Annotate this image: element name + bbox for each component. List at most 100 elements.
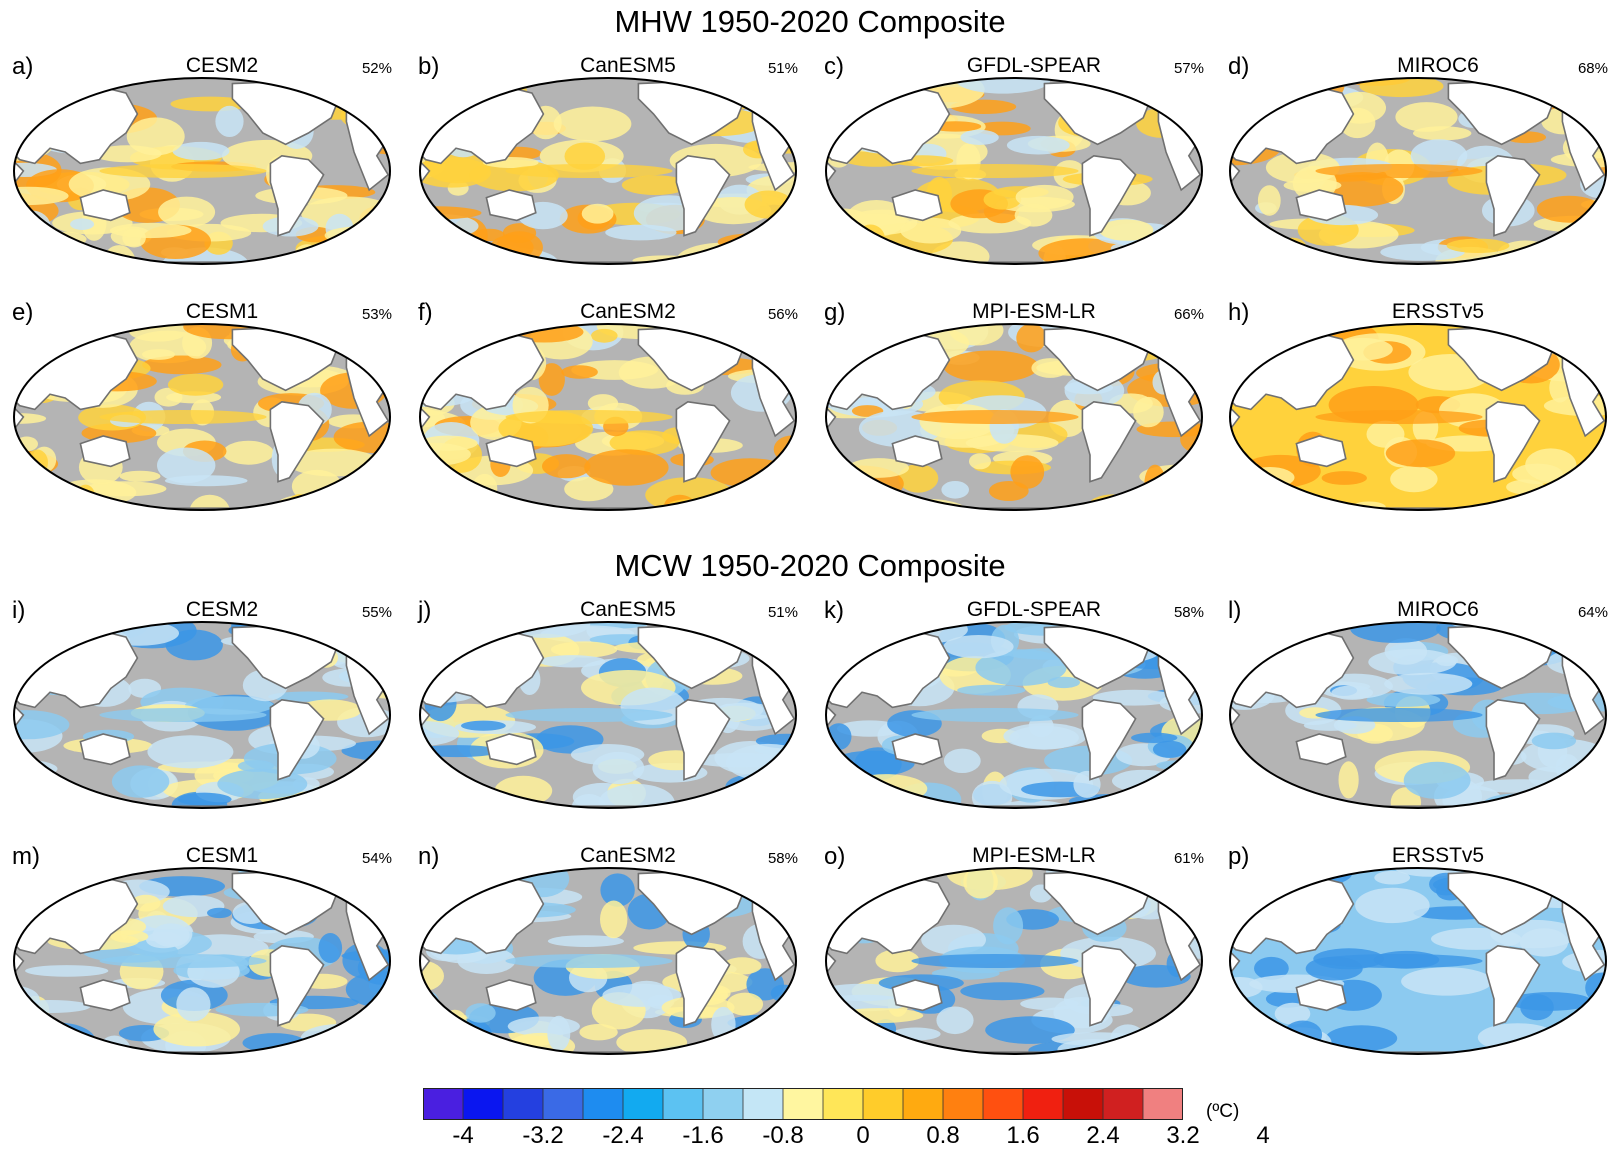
boundary-current-hotspot <box>1542 337 1567 345</box>
map-outline <box>13 323 391 511</box>
anomaly-patch <box>23 622 45 656</box>
anomaly-patch <box>826 324 849 348</box>
colorbar-swatch <box>742 1088 784 1120</box>
anomaly-patch <box>314 324 383 334</box>
panel-label: l) <box>1228 597 1242 624</box>
anomaly-patch <box>746 85 796 96</box>
world-map <box>419 867 797 1055</box>
colorbar-swatch <box>822 1088 864 1120</box>
anomaly-patch <box>1271 250 1327 264</box>
model-name: CESM1 <box>185 300 259 323</box>
anomaly-patch <box>14 622 68 633</box>
colorbar-tick-label: -4 <box>452 1122 474 1149</box>
model-name: MIROC6 <box>1397 54 1479 77</box>
anomaly-patch <box>364 78 390 111</box>
world-map <box>13 323 391 511</box>
anomaly-patch <box>70 218 95 230</box>
anomaly-patch <box>913 503 948 510</box>
anomaly-patch <box>538 363 565 396</box>
anomaly-patch <box>564 142 606 170</box>
model-name: CanESM2 <box>580 844 676 867</box>
anomaly-patch <box>372 626 390 655</box>
map-panel: a) CESM2 52% <box>12 52 405 298</box>
anomaly-patch <box>609 430 680 456</box>
anomaly-patch <box>14 210 51 242</box>
panel-label: k) <box>824 597 844 624</box>
anomaly-patch <box>943 350 1039 383</box>
anomaly-patch <box>826 324 863 349</box>
anomaly-patch <box>943 635 1014 659</box>
anomaly-patch <box>739 324 787 335</box>
significance-percent: 52% <box>361 60 392 77</box>
anomaly-patch <box>1168 329 1202 360</box>
boundary-current-hotspot <box>1542 881 1567 889</box>
colorbar-swatch <box>942 1088 984 1120</box>
anomaly-patch <box>1325 1025 1398 1052</box>
anomaly-patch <box>142 355 222 375</box>
boundary-current-hotspot <box>732 91 757 99</box>
world-map <box>825 323 1203 511</box>
anomaly-patch <box>710 458 790 488</box>
map-panel: f) CanESM2 56% <box>418 298 811 544</box>
map-panel: n) CanESM2 58% <box>418 842 811 1088</box>
map-panel: j) CanESM5 51% <box>418 596 811 842</box>
anomaly-patch <box>826 249 868 263</box>
anomaly-patch <box>324 226 390 245</box>
anomaly-patch <box>600 900 628 939</box>
anomaly-patch <box>542 454 591 479</box>
anomaly-patch <box>189 494 230 510</box>
map-outline <box>1229 77 1607 265</box>
significance-percent: 53% <box>361 306 392 323</box>
anomaly-patch <box>1254 956 1289 980</box>
anomaly-patch <box>943 748 981 773</box>
anomaly-patch <box>442 1009 467 1034</box>
anomaly-patch <box>969 453 991 470</box>
anomaly-patch <box>1031 358 1069 378</box>
colorbar-tick-label: 0.8 <box>926 1122 960 1149</box>
anomaly-patch <box>1410 139 1468 172</box>
model-name: ERSSTv5 <box>1391 300 1485 323</box>
anomaly-patch <box>1230 78 1271 92</box>
anomaly-patch <box>1003 723 1087 750</box>
anomaly-patch <box>956 78 1051 94</box>
anomaly-patch <box>472 473 498 504</box>
anomaly-patch <box>14 1009 53 1045</box>
colorbar-swatch <box>542 1088 584 1120</box>
anomaly-patch <box>350 94 390 107</box>
anomaly-patch <box>1099 219 1154 241</box>
anomaly-patch <box>465 1003 496 1023</box>
anomaly-patch <box>172 141 230 161</box>
anomaly-patch <box>547 1015 571 1051</box>
anomaly-patch <box>1506 479 1545 495</box>
equatorial-band <box>99 410 267 424</box>
significance-percent: 54% <box>361 850 392 867</box>
anomaly-patch <box>1401 967 1493 996</box>
anomaly-patch <box>1519 928 1569 957</box>
land-mass <box>675 154 731 237</box>
land-mass <box>891 733 943 766</box>
anomaly-patch <box>279 258 315 264</box>
panel-label: g) <box>824 299 846 326</box>
anomaly-patch <box>147 735 234 769</box>
anomaly-patch <box>14 78 43 86</box>
significance-percent: 57% <box>1173 60 1204 77</box>
anomaly-patch <box>1230 245 1256 264</box>
anomaly-patch <box>362 1037 390 1054</box>
model-name: MPI-ESM-LR <box>972 300 1096 323</box>
anomaly-patch <box>126 117 185 156</box>
anomaly-patch <box>971 780 1013 808</box>
anomaly-patch <box>700 1046 729 1054</box>
anomaly-patch <box>450 1041 515 1054</box>
map-outline <box>825 77 1203 265</box>
boundary-current-hotspot <box>326 881 351 889</box>
boundary-current-hotspot <box>732 635 757 643</box>
anomaly-patch <box>32 324 68 348</box>
anomaly-patch <box>1243 772 1271 788</box>
map-panel: l) MIROC6 64% <box>1228 596 1620 842</box>
anomaly-patch <box>960 129 999 145</box>
anomaly-patch <box>602 983 682 1007</box>
anomaly-patch <box>957 684 1026 696</box>
anomaly-patch <box>1545 240 1596 256</box>
significance-percent: 58% <box>1173 604 1204 621</box>
model-name: GFDL-SPEAR <box>966 598 1102 621</box>
